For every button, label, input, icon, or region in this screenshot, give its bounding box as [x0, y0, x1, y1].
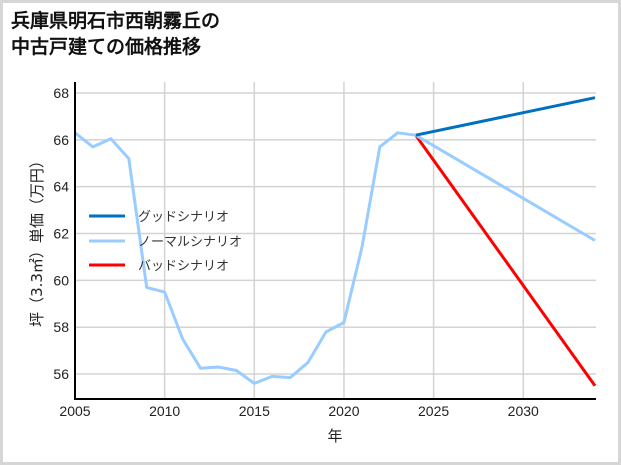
chart-title-line2: 中古戸建ての価格推移	[11, 36, 202, 58]
tick-labels: 56 58 60 62 64 66 68 2005 2010 2015 2020 2025 2030	[53, 85, 539, 419]
y-tick-label: 58	[53, 319, 69, 335]
chart-title: 兵庫県明石市西朝霧丘の 中古戸建ての価格推移	[11, 8, 220, 60]
series-line	[415, 96, 596, 137]
x-tick-label: 2020	[328, 403, 359, 419]
x-tick-label: 2015	[239, 403, 270, 419]
y-tick-label: 60	[53, 272, 69, 288]
legend: グッドシナリオ ノーマルシナリオ バッドシナリオ	[89, 210, 242, 274]
y-tick-label: 68	[53, 85, 69, 101]
y-axis-label: 坪（3.3㎡）単価（万円）	[28, 153, 46, 327]
legend-label-bad: バッドシナリオ	[138, 259, 229, 274]
y-tick-label: 66	[53, 132, 69, 148]
legend-label-normal: ノーマルシナリオ	[138, 235, 242, 250]
y-tick-label: 64	[53, 179, 69, 195]
x-tick-label: 2030	[508, 403, 539, 419]
x-axis-label: 年	[327, 427, 342, 445]
data-series	[74, 96, 597, 387]
series-line	[414, 134, 597, 387]
x-tick-label: 2010	[149, 403, 180, 419]
axes	[74, 82, 596, 400]
x-tick-label: 2005	[59, 403, 90, 419]
series-line	[414, 133, 596, 242]
legend-label-good: グッドシナリオ	[138, 210, 229, 225]
gridlines	[74, 82, 596, 399]
y-tick-label: 62	[53, 226, 69, 242]
x-tick-label: 2025	[418, 403, 449, 419]
series-line	[74, 131, 416, 385]
y-tick-label: 56	[53, 366, 69, 382]
chart-title-line1: 兵庫県明石市西朝霧丘の	[11, 10, 221, 32]
